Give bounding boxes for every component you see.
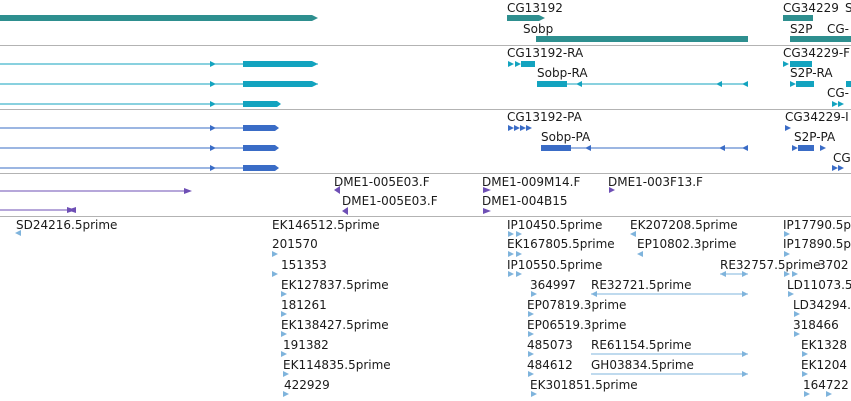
- transcript-feature-sobp-ra[interactable]: [537, 81, 748, 87]
- track-divider: [0, 45, 851, 46]
- est-label[interactable]: 485073: [527, 338, 573, 352]
- bac-label-dme1-004b15[interactable]: DME1-004B15: [482, 194, 568, 208]
- gene-feature-cg13192[interactable]: [507, 15, 545, 21]
- protein-label-truncated-cg[interactable]: CG-: [833, 151, 851, 165]
- gene-feature-left[interactable]: [0, 15, 318, 21]
- bac-label-dme1-003f13[interactable]: DME1-003F13.F: [608, 175, 703, 189]
- protein-feature-cg34229[interactable]: [785, 125, 791, 131]
- transcript-feature-left-1[interactable]: [0, 61, 318, 67]
- est-label[interactable]: 201570: [272, 237, 318, 251]
- protein-label-s2p-pa[interactable]: S2P-PA: [794, 130, 836, 144]
- est-label[interactable]: EK127837.5prime: [281, 278, 389, 292]
- gene-label-truncated-cg[interactable]: CG-: [827, 22, 850, 36]
- transcript-feature-cg34229[interactable]: [783, 61, 812, 67]
- bac-feature-left-2[interactable]: [0, 207, 76, 213]
- protein-feature-cg13192-pa[interactable]: [508, 125, 532, 131]
- gene-feature-cg34229[interactable]: [783, 15, 813, 21]
- est-label[interactable]: IP10550.5prime: [507, 258, 603, 272]
- gene-label-truncated-s[interactable]: S: [845, 1, 851, 15]
- bac-feature-dme1-003f13[interactable]: [609, 187, 615, 193]
- protein-label-cg34229[interactable]: CG34229-I: [785, 110, 849, 124]
- est-label[interactable]: 181261: [281, 298, 327, 312]
- est-label[interactable]: EK207208.5prime: [630, 218, 738, 232]
- protein-track: CG13192-PA Sobp-PA CG34229-I S2P-PA CG-: [0, 110, 851, 173]
- est-label[interactable]: RE61154.5prime: [591, 338, 692, 352]
- gene-feature-sobp[interactable]: [536, 36, 748, 42]
- gene-label-sobp[interactable]: Sobp: [523, 22, 554, 36]
- protein-feature-left-1[interactable]: [0, 125, 279, 131]
- est-label[interactable]: EP06519.3prime: [527, 318, 627, 332]
- est-label[interactable]: GH03834.5prime: [591, 358, 694, 372]
- transcript-label-truncated-cg[interactable]: CG-: [827, 86, 850, 100]
- est-features[interactable]: [15, 230, 832, 397]
- est-label[interactable]: RE32757.5prime: [720, 258, 821, 272]
- protein-feature-sobp-pa[interactable]: [541, 145, 748, 151]
- transcript-feature-left-2[interactable]: [0, 81, 318, 87]
- protein-feature-s2p-pa[interactable]: [792, 145, 826, 151]
- protein-feature-left-2[interactable]: [0, 145, 279, 151]
- est-label[interactable]: EK114835.5prime: [283, 358, 391, 372]
- transcript-feature-s2p-ra[interactable]: [790, 81, 851, 87]
- est-label[interactable]: 422929: [284, 378, 330, 392]
- est-label[interactable]: EK167805.5prime: [507, 237, 615, 251]
- transcript-label-sobp-ra[interactable]: Sobp-RA: [537, 66, 588, 80]
- gene-feature-s2p[interactable]: [790, 36, 851, 42]
- transcript-track: CG13192-RA Sobp-RA CG34229-F S2P-RA CG-: [0, 46, 851, 109]
- est-label[interactable]: SD24216.5prime: [16, 218, 118, 232]
- protein-feature-left-3[interactable]: [0, 165, 279, 171]
- bac-end-track: DME1-005E03.F DME1-005E03.F DME1-009M14.…: [0, 174, 851, 216]
- est-label[interactable]: 484612: [527, 358, 573, 372]
- gene-label-cg13192[interactable]: CG13192: [507, 1, 563, 15]
- est-label[interactable]: IP17890.5p: [783, 237, 851, 251]
- bac-label-dme1-005e03-b[interactable]: DME1-005E03.F: [342, 194, 438, 208]
- est-label[interactable]: EP10802.3prime: [637, 237, 737, 251]
- est-label[interactable]: 191382: [283, 338, 329, 352]
- bac-feature-dme1-005e03-a[interactable]: [334, 186, 340, 194]
- est-label[interactable]: 364997: [530, 278, 576, 292]
- bac-feature-left-1[interactable]: [0, 188, 192, 194]
- est-label[interactable]: EK1328: [801, 338, 847, 352]
- gene-label-s2p[interactable]: S2P: [790, 22, 813, 36]
- est-label[interactable]: EK138427.5prime: [281, 318, 389, 332]
- est-label[interactable]: LD11073.5: [787, 278, 851, 292]
- gene-label-cg34229[interactable]: CG34229: [783, 1, 839, 15]
- est-label[interactable]: 151353: [281, 258, 327, 272]
- est-label[interactable]: 318466: [793, 318, 839, 332]
- est-label[interactable]: 164722: [803, 378, 849, 392]
- gene-track: CG13192 Sobp CG34229 S2P S CG-: [0, 0, 851, 45]
- est-track: SD24216.5prime EK146512.5prime 201570 15…: [0, 217, 851, 401]
- transcript-feature-left-3[interactable]: [0, 101, 281, 107]
- est-label[interactable]: RE32721.5prime: [591, 278, 692, 292]
- transcript-feature-right-edge[interactable]: [832, 101, 844, 107]
- est-label[interactable]: EK146512.5prime: [272, 218, 380, 232]
- protein-label-cg13192-pa[interactable]: CG13192-PA: [507, 110, 582, 124]
- transcript-label-s2p-ra[interactable]: S2P-RA: [790, 66, 833, 80]
- est-label[interactable]: LD34294.: [793, 298, 851, 312]
- transcript-label-cg34229[interactable]: CG34229-F: [783, 46, 851, 60]
- est-label[interactable]: IP17790.5p: [783, 218, 851, 232]
- est-label[interactable]: IP10450.5prime: [507, 218, 603, 232]
- bac-feature-dme1-009m14[interactable]: [483, 187, 491, 193]
- track-divider: [0, 109, 851, 110]
- est-label[interactable]: 3702: [818, 258, 849, 272]
- track-divider: [0, 216, 851, 217]
- est-label[interactable]: EK1204: [801, 358, 847, 372]
- bac-label-dme1-009m14[interactable]: DME1-009M14.F: [482, 175, 581, 189]
- bac-label-dme1-005e03-a[interactable]: DME1-005E03.F: [334, 175, 430, 189]
- est-label[interactable]: EK301851.5prime: [530, 378, 638, 392]
- bac-feature-dme1-004b15[interactable]: [483, 208, 491, 214]
- bac-feature-dme1-005e03-b[interactable]: [342, 207, 348, 215]
- track-divider: [0, 173, 851, 174]
- transcript-label-cg13192-ra[interactable]: CG13192-RA: [507, 46, 584, 60]
- protein-label-sobp-pa[interactable]: Sobp-PA: [541, 130, 591, 144]
- protein-feature-right-edge[interactable]: [832, 165, 844, 171]
- transcript-feature-cg13192-ra[interactable]: [508, 61, 535, 67]
- est-label[interactable]: EP07819.3prime: [527, 298, 627, 312]
